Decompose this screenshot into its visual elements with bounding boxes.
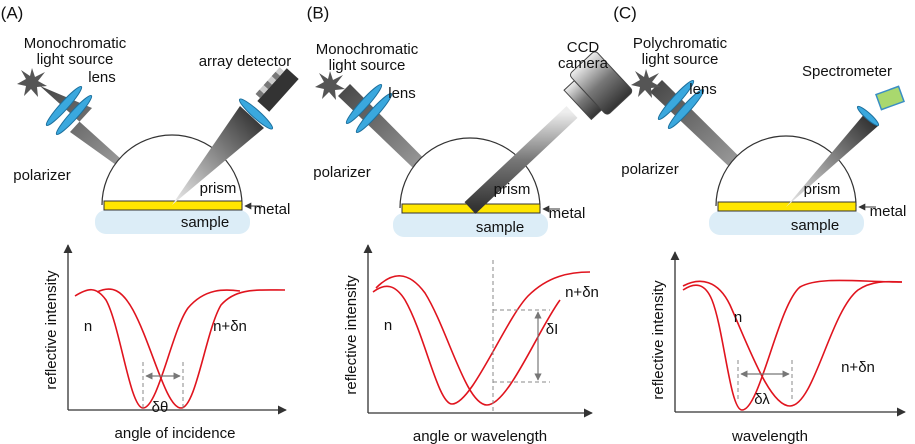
metal-label: metal	[254, 201, 291, 218]
sample-label: sample	[181, 214, 229, 231]
prism-label: prism	[494, 181, 531, 198]
curve-label: n+δn	[565, 284, 599, 301]
panel-label: (A)	[1, 3, 24, 22]
y-axis-label: reflective intensity	[343, 275, 360, 395]
detector-label: Spectrometer	[802, 63, 892, 80]
lens-label: lens	[388, 85, 416, 102]
curve-n	[373, 272, 590, 404]
source-label: light source	[37, 51, 114, 68]
shift-label: δI	[546, 321, 559, 338]
polarizer-label: polarizer	[13, 167, 71, 184]
curve-label: n+δn	[213, 318, 247, 335]
source-label: light source	[642, 51, 719, 68]
source-label: Monochromatic	[316, 41, 419, 58]
curve-n	[75, 290, 240, 408]
shift-label: δθ	[152, 399, 169, 416]
prism-label: prism	[804, 181, 841, 198]
curve-n-dn	[97, 289, 285, 408]
curve-label: n	[384, 317, 392, 334]
curve-label: n	[84, 318, 92, 335]
source-label: Polychromatic	[633, 35, 728, 52]
prism-label: prism	[200, 180, 237, 197]
curve-label: n+δn	[841, 359, 875, 376]
sample-label: sample	[476, 219, 524, 236]
y-axis-label: reflective intensity	[650, 280, 667, 400]
panel-label: (C)	[613, 3, 637, 22]
detector-label: array detector	[199, 53, 292, 70]
y-axis-label: reflective intensity	[43, 270, 60, 390]
detector-label: camera	[558, 55, 609, 72]
source-label: light source	[329, 57, 406, 74]
polarizer-label: polarizer	[621, 161, 679, 178]
metal-label: metal	[870, 203, 907, 220]
sample-label: sample	[791, 217, 839, 234]
x-axis-label: angle of incidence	[115, 425, 236, 442]
diagram: (A)Monochromaticlight sourcearray detect…	[0, 0, 915, 444]
metal-label: metal	[549, 205, 586, 222]
lens-label: lens	[88, 69, 116, 86]
lens-label: lens	[689, 81, 717, 98]
curve-n-dn	[683, 281, 902, 406]
source-label: Monochromatic	[24, 35, 127, 52]
detector-label: CCD	[567, 39, 600, 56]
curve-n-dn	[376, 276, 560, 405]
x-axis-label: wavelength	[731, 428, 808, 444]
curve-label: n	[734, 309, 742, 326]
spectrometer	[876, 86, 904, 109]
polarizer-label: polarizer	[313, 164, 371, 181]
x-axis-label: angle or wavelength	[413, 428, 547, 444]
panel-label: (B)	[307, 3, 330, 22]
shift-label: δλ	[754, 391, 770, 408]
array-detector	[253, 64, 299, 111]
